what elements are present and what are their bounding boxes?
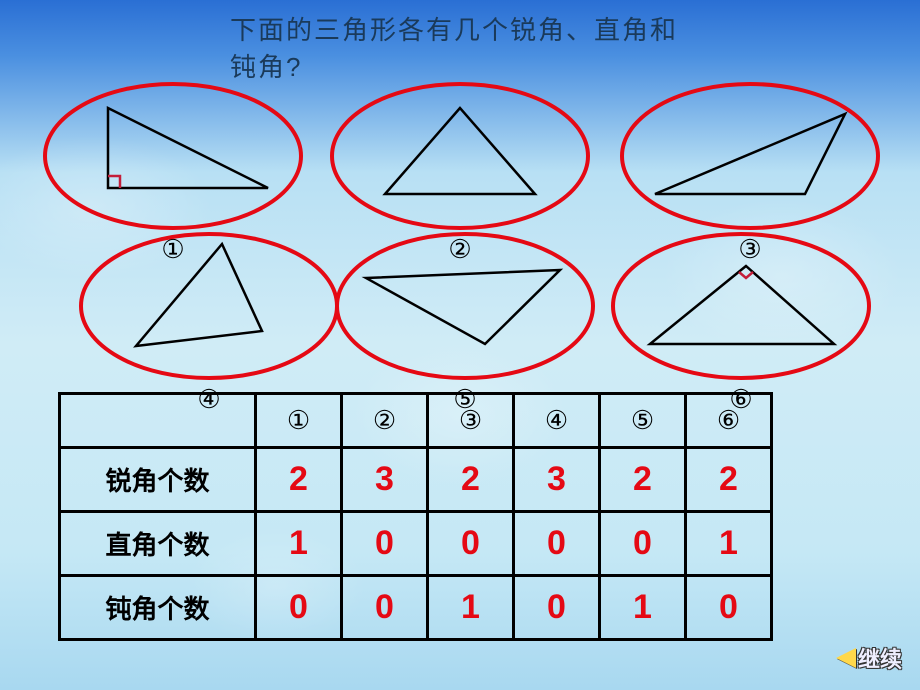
cell-0-2: 2 xyxy=(428,448,514,512)
highlight-ellipse-6 xyxy=(613,234,869,378)
col-header-5: ⑤ xyxy=(600,394,686,448)
cell-2-4: 1 xyxy=(600,576,686,640)
triangle-svg-6 xyxy=(606,226,876,386)
highlight-ellipse-1 xyxy=(45,84,301,228)
angle-count-table: ①②③④⑤⑥ 锐角个数232322直角个数100001钝角个数001010 xyxy=(58,392,773,641)
cell-1-1: 0 xyxy=(342,512,428,576)
table-corner xyxy=(60,394,256,448)
cell-2-1: 0 xyxy=(342,576,428,640)
triangle-svg-3 xyxy=(615,76,885,236)
triangle-path-3 xyxy=(655,114,845,194)
highlight-ellipse-4 xyxy=(81,234,337,378)
triangle-6: ⑥ xyxy=(606,226,876,415)
highlight-ellipse-2 xyxy=(332,84,588,228)
table-row: 直角个数100001 xyxy=(60,512,772,576)
triangle-svg-2 xyxy=(325,76,595,236)
triangle-path-1 xyxy=(108,108,268,188)
col-header-2: ② xyxy=(342,394,428,448)
col-header-3: ③ xyxy=(428,394,514,448)
cell-2-3: 0 xyxy=(514,576,600,640)
table-row: 钝角个数001010 xyxy=(60,576,772,640)
cell-0-4: 2 xyxy=(600,448,686,512)
cell-1-0: 1 xyxy=(256,512,342,576)
cell-0-5: 2 xyxy=(686,448,772,512)
triangle-svg-1 xyxy=(38,76,308,236)
triangle-path-4 xyxy=(136,244,262,346)
cell-1-4: 0 xyxy=(600,512,686,576)
triangle-svg-4 xyxy=(74,226,344,386)
cell-2-0: 0 xyxy=(256,576,342,640)
cell-1-3: 0 xyxy=(514,512,600,576)
triangle-5: ⑤ xyxy=(330,226,600,415)
cell-0-3: 3 xyxy=(514,448,600,512)
col-header-6: ⑥ xyxy=(686,394,772,448)
triangle-4: ④ xyxy=(74,226,344,415)
continue-label: 继续 xyxy=(858,642,902,674)
cell-0-0: 2 xyxy=(256,448,342,512)
arrow-left-icon xyxy=(836,648,856,668)
row-header-1: 直角个数 xyxy=(60,512,256,576)
row-header-0: 锐角个数 xyxy=(60,448,256,512)
cell-1-2: 0 xyxy=(428,512,514,576)
triangle-grid: ① ② ③ ④ ⑤ ⑥ xyxy=(30,72,890,382)
triangle-path-2 xyxy=(385,108,535,194)
col-header-1: ① xyxy=(256,394,342,448)
triangle-svg-5 xyxy=(330,226,600,386)
col-header-4: ④ xyxy=(514,394,600,448)
highlight-ellipse-3 xyxy=(622,84,878,228)
cell-2-2: 1 xyxy=(428,576,514,640)
highlight-ellipse-5 xyxy=(337,234,593,378)
cell-2-5: 0 xyxy=(686,576,772,640)
continue-button[interactable]: 继续 xyxy=(836,642,902,674)
table-row: 锐角个数232322 xyxy=(60,448,772,512)
row-header-2: 钝角个数 xyxy=(60,576,256,640)
triangle-path-5 xyxy=(366,270,560,344)
cell-1-5: 1 xyxy=(686,512,772,576)
triangle-path-6 xyxy=(650,266,834,344)
cell-0-1: 3 xyxy=(342,448,428,512)
